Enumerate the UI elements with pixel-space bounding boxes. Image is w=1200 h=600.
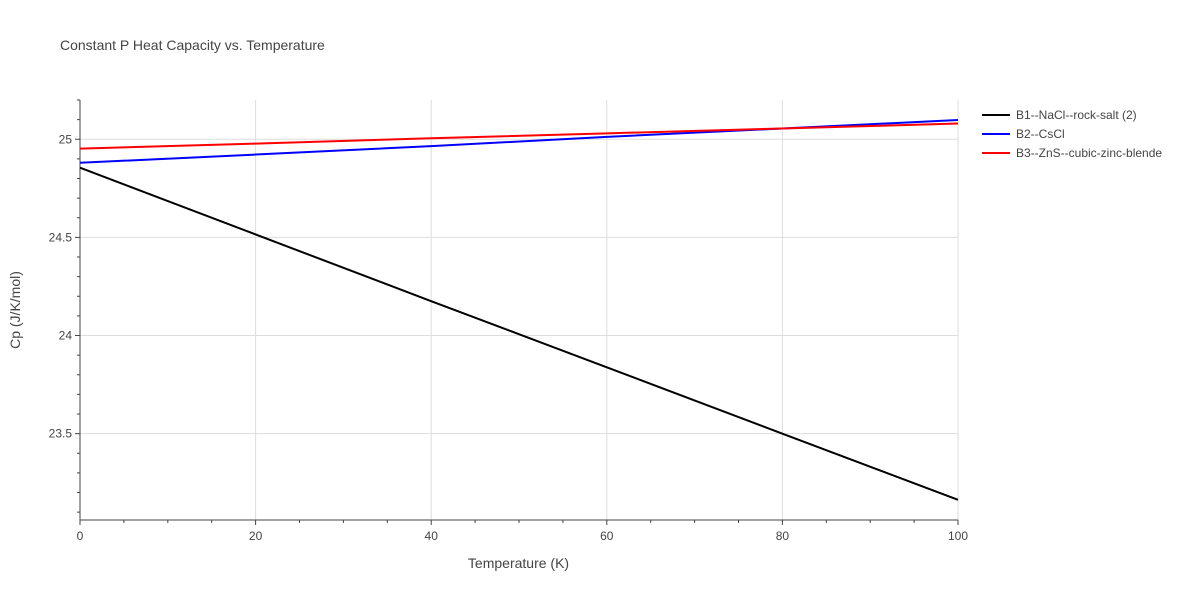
x-tick-label: 20 <box>249 529 263 543</box>
x-tick-label: 60 <box>600 529 614 543</box>
legend-item-1[interactable]: B1--NaCl--rock-salt (2) <box>982 108 1137 122</box>
legend-label: B1--NaCl--rock-salt (2) <box>1016 108 1137 122</box>
legend-label: B3--ZnS--cubic-zinc-blende <box>1016 146 1162 160</box>
y-tick-label: 25 <box>59 132 73 146</box>
x-tick-label: 80 <box>776 529 790 543</box>
tick-labels: 0 20 40 60 80 100 23.5 24 24.5 25 <box>49 132 969 543</box>
x-tick-label: 40 <box>425 529 439 543</box>
axes-layer <box>75 99 959 525</box>
series-layer <box>79 119 959 501</box>
legend-item-2[interactable]: B2--CsCl <box>982 127 1065 141</box>
y-axis-title: Cp (J/K/mol) <box>7 271 23 349</box>
x-tick-label: 100 <box>948 529 968 543</box>
x-tick-label: 0 <box>77 529 84 543</box>
chart-title: Constant P Heat Capacity vs. Temperature <box>60 37 325 53</box>
y-tick-label: 24.5 <box>49 230 73 244</box>
grid-layer <box>80 100 959 520</box>
series-line-3 <box>79 122 959 150</box>
legend-label: B2--CsCl <box>1016 127 1065 141</box>
x-axis-title: Temperature (K) <box>468 555 569 571</box>
legend[interactable]: B1--NaCl--rock-salt (2) B2--CsCl B3--ZnS--… <box>982 108 1162 160</box>
y-tick-label: 23.5 <box>49 427 73 441</box>
series-line-1 <box>79 166 959 501</box>
legend-item-3[interactable]: B3--ZnS--cubic-zinc-blende <box>982 146 1162 160</box>
y-tick-label: 24 <box>59 329 73 343</box>
